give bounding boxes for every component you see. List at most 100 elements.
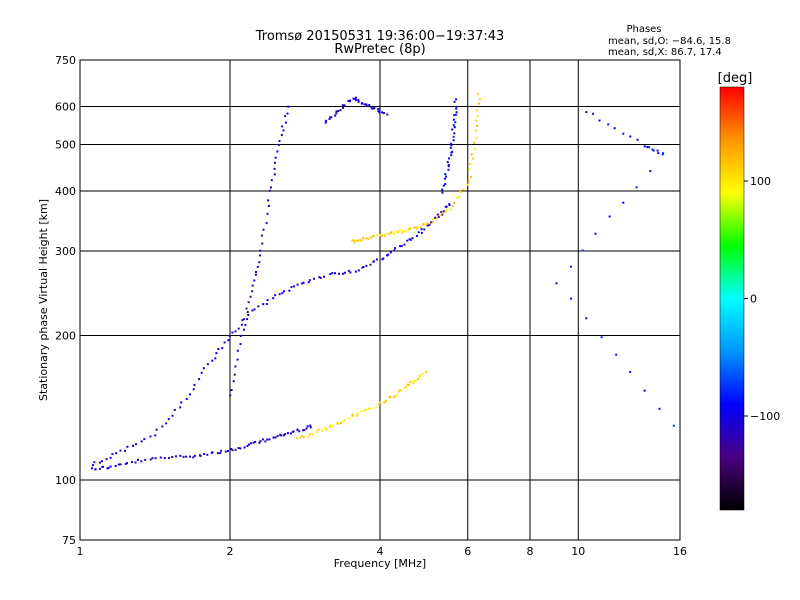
data-point	[662, 152, 665, 155]
data-point	[453, 100, 456, 103]
data-point	[192, 456, 195, 459]
data-point	[239, 334, 242, 337]
data-point	[622, 132, 625, 135]
data-point	[306, 425, 309, 428]
data-point	[249, 295, 252, 298]
data-point	[440, 211, 443, 214]
data-point	[284, 433, 287, 436]
data-point	[335, 110, 338, 113]
data-point	[246, 445, 249, 447]
data-point	[397, 390, 400, 393]
series	[351, 93, 481, 244]
colorbar-tick-label: 0	[750, 293, 757, 306]
data-point	[239, 447, 242, 450]
data-point	[455, 111, 458, 114]
data-point	[315, 431, 318, 434]
data-point	[420, 231, 423, 234]
data-point	[456, 196, 459, 199]
data-point	[106, 467, 109, 470]
y-tick-label: 200	[55, 330, 76, 343]
data-point	[254, 440, 257, 443]
colorbar-label: [deg]	[718, 71, 753, 86]
data-point	[111, 453, 114, 456]
data-point	[339, 109, 342, 112]
data-point	[432, 217, 435, 220]
data-point	[344, 419, 346, 422]
data-point	[325, 119, 328, 122]
data-point	[239, 343, 242, 345]
data-point	[407, 229, 410, 232]
data-point	[435, 216, 438, 219]
data-point	[334, 114, 337, 117]
data-point	[329, 273, 332, 276]
data-point	[179, 406, 182, 409]
data-point	[444, 205, 447, 208]
series	[296, 370, 428, 440]
plot-frame	[79, 59, 681, 541]
data-point	[648, 146, 651, 149]
data-point	[449, 146, 452, 149]
data-point	[245, 307, 248, 310]
data-point	[389, 251, 392, 254]
data-point	[211, 451, 214, 454]
data-point	[185, 455, 188, 458]
data-point	[171, 414, 174, 417]
data-point	[409, 227, 412, 230]
data-point	[309, 424, 312, 427]
data-point	[231, 331, 234, 334]
data-point	[237, 447, 240, 449]
data-point	[189, 455, 191, 458]
data-point	[274, 294, 277, 297]
data-point	[447, 164, 450, 167]
data-point	[375, 406, 378, 409]
data-point	[236, 358, 239, 361]
data-point	[585, 111, 588, 114]
data-point	[613, 127, 616, 130]
data-point	[216, 452, 219, 455]
data-point	[293, 285, 296, 288]
data-point	[273, 167, 276, 170]
data-point	[356, 239, 359, 242]
data-point	[408, 238, 411, 241]
data-point	[296, 428, 299, 431]
data-point	[453, 126, 456, 129]
data-point	[353, 97, 356, 100]
data-point	[119, 463, 122, 466]
data-point	[474, 147, 476, 150]
y-axis-ticks: 75 100 200 300 400 500 600 750	[55, 54, 76, 547]
data-point	[636, 138, 639, 141]
data-point	[347, 269, 350, 272]
data-point	[629, 135, 632, 138]
data-point	[404, 230, 407, 233]
data-point	[115, 452, 118, 455]
data-point	[476, 115, 479, 118]
data-point	[276, 150, 279, 153]
data-point	[592, 112, 594, 115]
data-point	[236, 349, 239, 352]
data-point	[581, 249, 584, 252]
data-point	[281, 292, 284, 295]
data-point	[143, 438, 146, 441]
data-point	[278, 293, 281, 296]
data-point	[251, 309, 254, 312]
x-tick-label: 8	[527, 545, 534, 558]
data-point	[292, 430, 295, 433]
data-point	[362, 237, 365, 240]
data-point	[451, 128, 454, 131]
data-point	[151, 457, 154, 460]
data-point	[278, 143, 280, 146]
data-point	[445, 175, 448, 178]
data-point	[477, 102, 480, 105]
data-point	[452, 135, 455, 138]
data-point	[441, 188, 444, 191]
data-point	[259, 440, 262, 443]
x-axis-label: Frequency [MHz]	[334, 557, 426, 570]
data-point	[313, 277, 315, 280]
data-point	[211, 359, 214, 362]
data-point	[370, 106, 373, 108]
data-point	[246, 311, 249, 313]
data-point	[354, 99, 357, 102]
data-point	[198, 378, 201, 381]
data-point	[261, 242, 264, 245]
data-point	[338, 272, 340, 275]
